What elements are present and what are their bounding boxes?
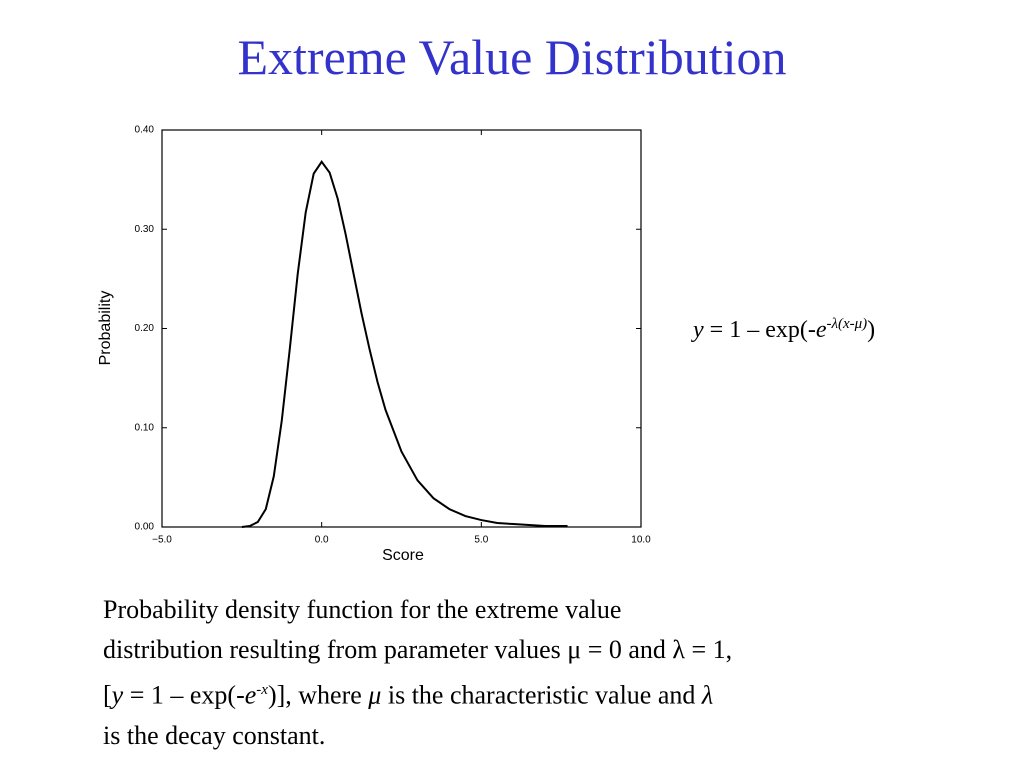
formula-part: = 1 – exp(- bbox=[703, 317, 816, 343]
caption-exponent: -x bbox=[256, 682, 268, 698]
plot-frame bbox=[161, 129, 642, 528]
caption: Probability density function for the ext… bbox=[103, 590, 732, 756]
y-tick-label: 0.10 bbox=[135, 422, 155, 433]
caption-part: = 1 – exp(- bbox=[123, 680, 245, 710]
caption-part: )], where bbox=[267, 680, 369, 710]
caption-part: [ bbox=[103, 680, 112, 710]
y-tick-label: 0.30 bbox=[135, 224, 155, 235]
caption-line: is the decay constant. bbox=[103, 720, 326, 750]
caption-line: Probability density function for the ext… bbox=[103, 595, 622, 624]
caption-part: y bbox=[111, 680, 124, 710]
x-tick-label: 0.0 bbox=[315, 535, 329, 546]
caption-part: μ bbox=[368, 680, 382, 710]
caption-part: λ bbox=[701, 680, 714, 710]
caption-part: e bbox=[244, 680, 257, 710]
formula-part: e bbox=[815, 317, 827, 343]
caption-line: [y = 1 – exp(-e-x)], where μ is the char… bbox=[103, 670, 732, 716]
density-curve bbox=[241, 160, 568, 528]
y-axis-label: Probability bbox=[97, 291, 114, 366]
x-axis-label: Score bbox=[382, 547, 424, 564]
y-tick-label: 0.40 bbox=[135, 125, 155, 136]
formula-part: ) bbox=[867, 317, 876, 343]
formula-part: y bbox=[693, 317, 704, 343]
y-tick-label: 0.20 bbox=[135, 323, 155, 334]
x-tick-label: −5.0 bbox=[152, 535, 172, 546]
caption-part: is the characteristic value and bbox=[381, 680, 702, 710]
slide-title: Extreme Value Distribution bbox=[237, 29, 787, 85]
x-tick-label: 5.0 bbox=[474, 535, 488, 546]
formula: y = 1 – exp(-e-λ(x-μ)) bbox=[693, 316, 875, 344]
x-tick-label: 10.0 bbox=[631, 535, 651, 546]
caption-line: distribution resulting from parameter va… bbox=[103, 635, 733, 664]
formula-exponent: -λ(x-μ) bbox=[826, 316, 868, 332]
y-tick-label: 0.00 bbox=[135, 522, 155, 533]
